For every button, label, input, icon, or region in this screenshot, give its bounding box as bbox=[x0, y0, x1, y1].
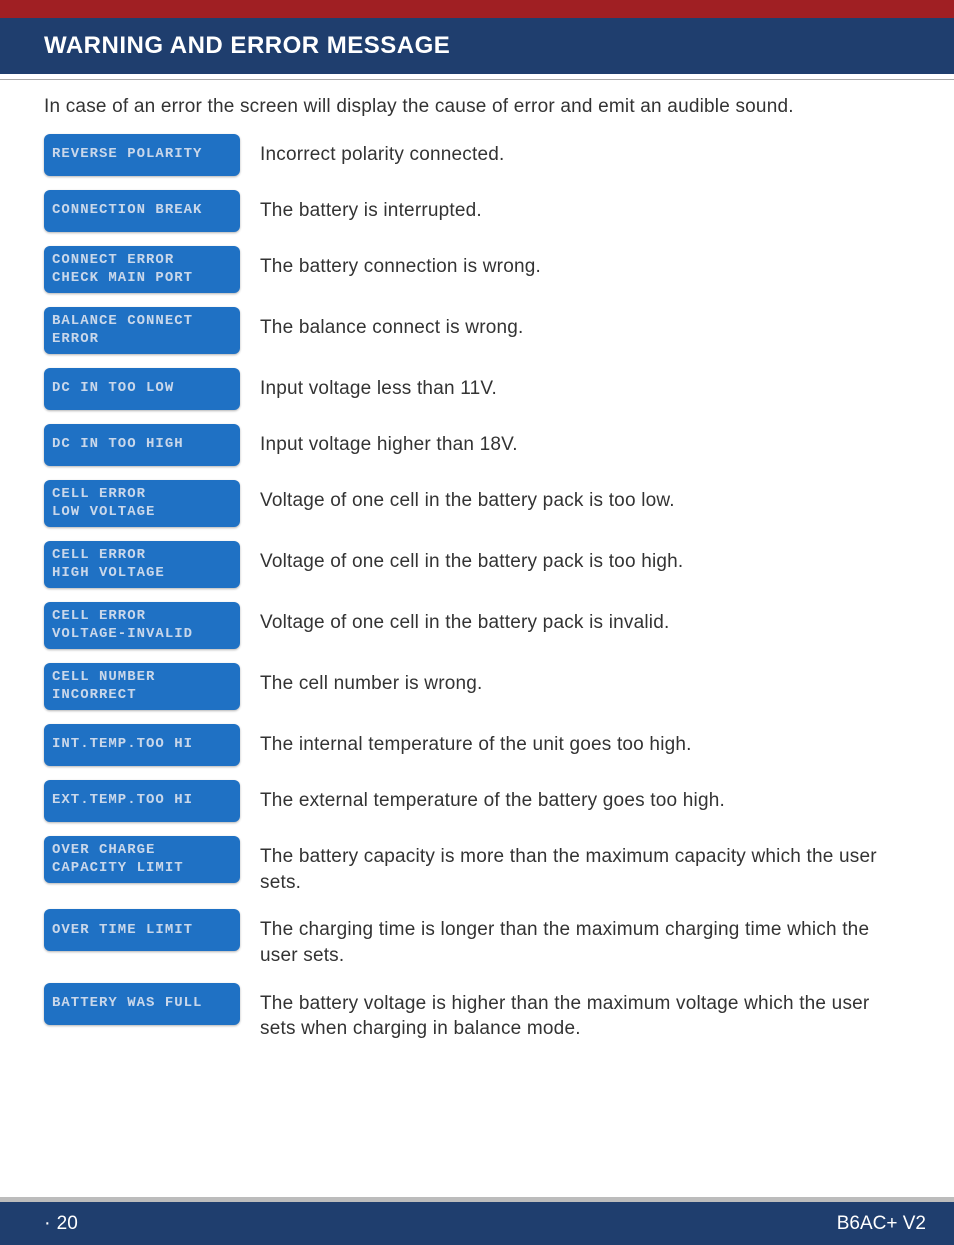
content-area: In case of an error the screen will disp… bbox=[0, 80, 954, 1042]
error-description: The battery capacity is more than the ma… bbox=[260, 836, 910, 895]
lcd-line-2: INCORRECT bbox=[52, 687, 232, 705]
lcd-display: REVERSE POLARITY bbox=[44, 134, 240, 176]
lcd-line-1: DC IN TOO HIGH bbox=[52, 436, 232, 454]
lcd-display: CELL ERROR LOW VOLTAGE bbox=[44, 480, 240, 527]
lcd-line-2: ERROR bbox=[52, 331, 232, 349]
lcd-line-1: OVER TIME LIMIT bbox=[52, 922, 232, 940]
error-row: REVERSE POLARITY Incorrect polarity conn… bbox=[44, 134, 910, 176]
lcd-line-1: CELL ERROR bbox=[52, 486, 232, 504]
error-description: Voltage of one cell in the battery pack … bbox=[260, 602, 669, 636]
lcd-display: BATTERY WAS FULL bbox=[44, 983, 240, 1025]
lcd-display: CONNECT ERROR CHECK MAIN PORT bbox=[44, 246, 240, 293]
error-row: CONNECTION BREAK The battery is interrup… bbox=[44, 190, 910, 232]
lcd-display: EXT.TEMP.TOO HI bbox=[44, 780, 240, 822]
lcd-line-1: CELL NUMBER bbox=[52, 669, 232, 687]
lcd-display: OVER CHARGE CAPACITY LIMIT bbox=[44, 836, 240, 883]
error-description: Input voltage higher than 18V. bbox=[260, 424, 518, 458]
error-row: BALANCE CONNECT ERROR The balance connec… bbox=[44, 307, 910, 354]
lcd-display: DC IN TOO HIGH bbox=[44, 424, 240, 466]
lcd-display: CONNECTION BREAK bbox=[44, 190, 240, 232]
title-band: WARNING AND ERROR MESSAGE bbox=[0, 18, 954, 74]
lcd-display: CELL ERROR VOLTAGE-INVALID bbox=[44, 602, 240, 649]
error-row: CELL ERROR LOW VOLTAGE Voltage of one ce… bbox=[44, 480, 910, 527]
error-row: DC IN TOO HIGH Input voltage higher than… bbox=[44, 424, 910, 466]
page-number: 20 bbox=[57, 1213, 78, 1235]
lcd-line-2: HIGH VOLTAGE bbox=[52, 565, 232, 583]
intro-text: In case of an error the screen will disp… bbox=[44, 96, 910, 118]
error-description: The charging time is longer than the max… bbox=[260, 909, 910, 968]
lcd-display: CELL ERROR HIGH VOLTAGE bbox=[44, 541, 240, 588]
lcd-line-2: LOW VOLTAGE bbox=[52, 504, 232, 522]
error-row: EXT.TEMP.TOO HI The external temperature… bbox=[44, 780, 910, 822]
error-description: Voltage of one cell in the battery pack … bbox=[260, 541, 683, 575]
error-row: CELL ERROR HIGH VOLTAGE Voltage of one c… bbox=[44, 541, 910, 588]
error-row: BATTERY WAS FULL The battery voltage is … bbox=[44, 983, 910, 1042]
error-description: The external temperature of the battery … bbox=[260, 780, 725, 814]
error-row: DC IN TOO LOW Input voltage less than 11… bbox=[44, 368, 910, 410]
error-row: CONNECT ERROR CHECK MAIN PORT The batter… bbox=[44, 246, 910, 293]
error-description: The battery is interrupted. bbox=[260, 190, 482, 224]
error-row: CELL NUMBER INCORRECT The cell number is… bbox=[44, 663, 910, 710]
lcd-line-2: CAPACITY LIMIT bbox=[52, 860, 232, 878]
error-row: OVER TIME LIMIT The charging time is lon… bbox=[44, 909, 910, 968]
error-row: CELL ERROR VOLTAGE-INVALID Voltage of on… bbox=[44, 602, 910, 649]
lcd-line-2: CHECK MAIN PORT bbox=[52, 270, 232, 288]
error-description: Incorrect polarity connected. bbox=[260, 134, 504, 168]
error-row: OVER CHARGE CAPACITY LIMIT The battery c… bbox=[44, 836, 910, 895]
lcd-display: BALANCE CONNECT ERROR bbox=[44, 307, 240, 354]
error-description: Voltage of one cell in the battery pack … bbox=[260, 480, 675, 514]
error-description: The balance connect is wrong. bbox=[260, 307, 524, 341]
lcd-line-1: DC IN TOO LOW bbox=[52, 380, 232, 398]
page-title: WARNING AND ERROR MESSAGE bbox=[44, 32, 954, 60]
header-red-bar bbox=[0, 0, 954, 18]
lcd-line-2: VOLTAGE-INVALID bbox=[52, 626, 232, 644]
lcd-line-1: INT.TEMP.TOO HI bbox=[52, 736, 232, 754]
lcd-line-1: REVERSE POLARITY bbox=[52, 146, 232, 164]
lcd-line-1: CELL ERROR bbox=[52, 547, 232, 565]
error-description: The internal temperature of the unit goe… bbox=[260, 724, 692, 758]
lcd-line-1: BALANCE CONNECT bbox=[52, 313, 232, 331]
error-description: The cell number is wrong. bbox=[260, 663, 483, 697]
lcd-display: DC IN TOO LOW bbox=[44, 368, 240, 410]
lcd-line-1: EXT.TEMP.TOO HI bbox=[52, 792, 232, 810]
footer-bar: · 20 B6AC+ V2 bbox=[0, 1197, 954, 1245]
product-name: B6AC+ V2 bbox=[837, 1213, 926, 1235]
page-number-block: · 20 bbox=[44, 1212, 78, 1235]
lcd-display: INT.TEMP.TOO HI bbox=[44, 724, 240, 766]
lcd-line-1: BATTERY WAS FULL bbox=[52, 995, 232, 1013]
lcd-display: OVER TIME LIMIT bbox=[44, 909, 240, 951]
lcd-line-1: CELL ERROR bbox=[52, 608, 232, 626]
lcd-display: CELL NUMBER INCORRECT bbox=[44, 663, 240, 710]
error-description: The battery voltage is higher than the m… bbox=[260, 983, 910, 1042]
lcd-line-1: OVER CHARGE bbox=[52, 842, 232, 860]
error-description: Input voltage less than 11V. bbox=[260, 368, 497, 402]
error-row: INT.TEMP.TOO HI The internal temperature… bbox=[44, 724, 910, 766]
lcd-line-1: CONNECTION BREAK bbox=[52, 202, 232, 220]
error-description: The battery connection is wrong. bbox=[260, 246, 541, 280]
lcd-line-1: CONNECT ERROR bbox=[52, 252, 232, 270]
bullet-icon: · bbox=[44, 1212, 51, 1235]
